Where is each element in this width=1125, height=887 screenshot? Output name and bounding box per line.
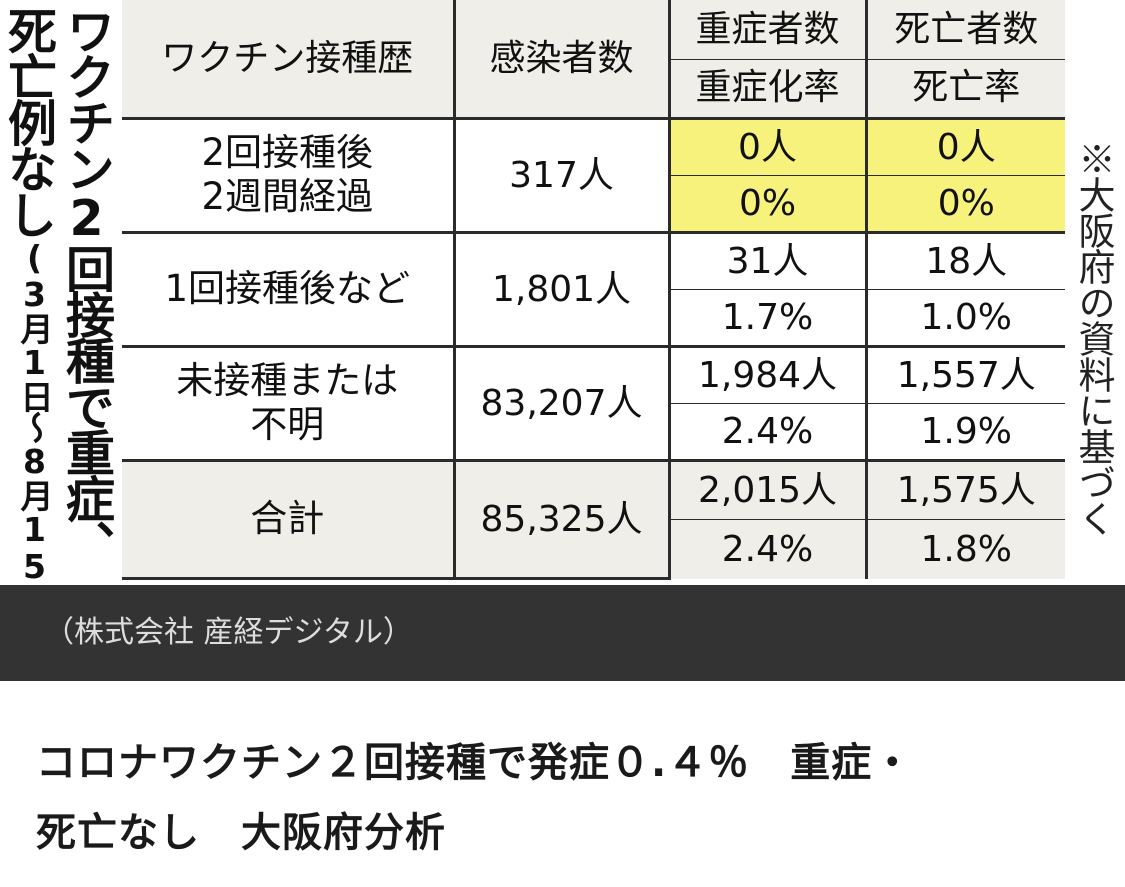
- row-infected: 317人: [454, 118, 671, 234]
- header-infected: 感染者数: [454, 0, 671, 120]
- header-history: ワクチン接種歴: [122, 0, 456, 120]
- row-infected: 85,325人: [454, 460, 671, 581]
- row-label: 2回接種後 2週間経過: [122, 118, 456, 234]
- row-label-line1: 未接種または: [176, 358, 399, 402]
- row-death-count: 0人: [866, 118, 1065, 176]
- row-severe-count: 31人: [669, 232, 868, 290]
- header-severe-rate: 重症化率: [669, 59, 868, 120]
- vertical-title-line1: ワクチン2回接種で重症、: [58, 6, 115, 566]
- image-credit: （株式会社 産経デジタル）: [0, 585, 1125, 681]
- row-infected: 83,207人: [454, 346, 671, 462]
- article-headline[interactable]: コロナワクチン２回接種で発症０.４％ 重症・ 死亡なし 大阪府分析: [36, 728, 1096, 868]
- vertical-title-line2: 死亡例なし: [0, 6, 57, 236]
- header-severe-count: 重症者数: [669, 0, 868, 60]
- row-label-line2: 2週間経過: [201, 175, 374, 219]
- row-severe-count: 2,015人: [669, 460, 868, 520]
- row-label-total: 合計: [122, 460, 456, 581]
- row-death-count: 1,557人: [866, 346, 1065, 404]
- headline-line2[interactable]: 死亡なし 大阪府分析: [36, 810, 446, 856]
- vaccination-table: ワクチン接種歴 感染者数 重症者数 死亡者数 重症化率 死亡率 2回接種後 2週…: [122, 0, 1065, 581]
- vertical-source-note: ※大阪府の資料に基づく: [1072, 140, 1115, 536]
- row-death-count: 1,575人: [866, 460, 1065, 520]
- row-death-rate: 0%: [866, 175, 1065, 234]
- row-severe-count: 1,984人: [669, 346, 868, 404]
- row-death-rate: 1.9%: [866, 403, 1065, 462]
- row-severe-rate: 2.4%: [669, 403, 868, 462]
- row-infected: 1,801人: [454, 232, 671, 348]
- infographic: ワクチン2回接種で重症、 死亡例なし (3月1日〜8月15日) ワクチン接種歴 …: [0, 0, 1115, 652]
- row-death-rate: 1.8%: [866, 519, 1065, 579]
- row-death-rate: 1.0%: [866, 289, 1065, 348]
- header-history-text: ワクチン接種歴: [161, 37, 414, 79]
- row-death-count: 18人: [866, 232, 1065, 290]
- row-label-line2: 不明: [250, 403, 325, 447]
- header-death-rate: 死亡率: [866, 59, 1065, 120]
- row-label-line1: 2回接種後: [201, 130, 374, 174]
- row-severe-count: 0人: [669, 118, 868, 176]
- row-label: 1回接種後など: [122, 232, 456, 348]
- row-label: 未接種または 不明: [122, 346, 456, 462]
- row-severe-rate: 0%: [669, 175, 868, 234]
- row-severe-rate: 1.7%: [669, 289, 868, 348]
- header-death-count: 死亡者数: [866, 0, 1065, 60]
- row-severe-rate: 2.4%: [669, 519, 868, 579]
- header-infected-text: 感染者数: [489, 37, 634, 79]
- vertical-period: (3月1日〜8月15日): [15, 238, 54, 652]
- row-label-line1: 1回接種後など: [164, 267, 411, 311]
- headline-line1[interactable]: コロナワクチン２回接種で発症０.４％ 重症・: [36, 740, 914, 786]
